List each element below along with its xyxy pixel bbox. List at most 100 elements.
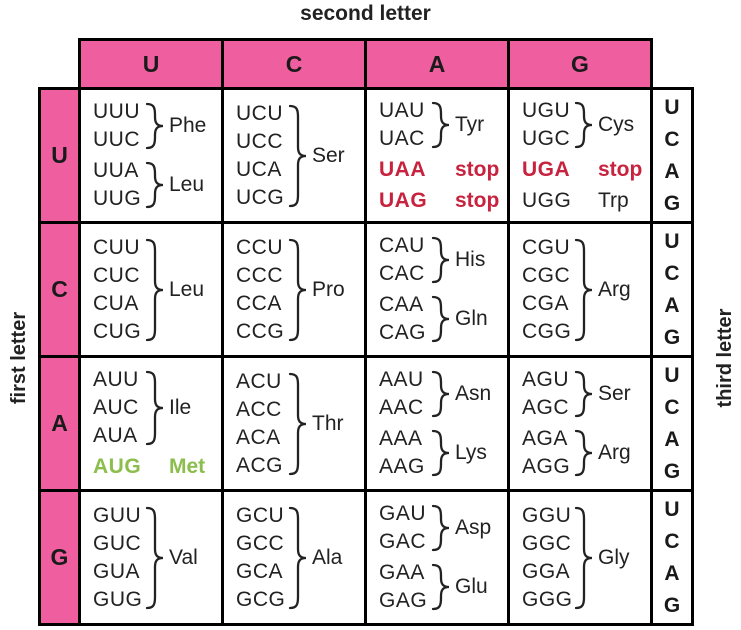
codon-CCA: CCA — [236, 291, 282, 315]
brace-icon — [288, 104, 307, 207]
codon-GCG: GCG — [236, 587, 286, 611]
amino-acid-label-stop: stop — [598, 157, 643, 181]
third-letter-A: A — [664, 561, 680, 585]
brace — [288, 104, 312, 208]
brace-icon — [431, 101, 450, 148]
codon-group: UGU UGC Cys — [522, 97, 650, 153]
codon-CUU: CUU — [93, 235, 140, 259]
amino-acid-label-Arg: Arg — [598, 441, 631, 464]
codon-UAA: UAA — [379, 157, 426, 181]
codon-UGC: UGC — [522, 126, 571, 150]
codon-GAA: GAA — [379, 561, 425, 584]
codon-list: UUA UUG — [93, 157, 145, 213]
codon-cell-GA: GAU GAC Asp GAA GAG Glu — [367, 492, 507, 623]
codon-group: AGA AGG Arg — [522, 425, 650, 481]
brace-icon — [288, 372, 307, 475]
codon-GGC: GGC — [522, 531, 572, 555]
codon-AAC: AAC — [379, 396, 424, 419]
codon-list: UGU UGC — [522, 97, 574, 153]
codon-cell-UA: UAU UAC Tyr UAA stop UAG stop — [367, 90, 507, 221]
codon-GGG: GGG — [522, 587, 573, 611]
codon-list: ACU ACC ACA ACG — [236, 368, 288, 480]
codon-group: AUU AUC AUA Ile — [93, 366, 221, 450]
third-letter-G: G — [663, 593, 681, 617]
amino-acid-label-Ile: Ile — [169, 396, 192, 419]
codon-ACU: ACU — [236, 369, 282, 393]
third-letter-U: U — [664, 363, 680, 387]
codon-AUC: AUC — [93, 396, 139, 419]
amino-acid-label-Tyr: Tyr — [455, 112, 485, 136]
second-letter-C: C — [224, 41, 364, 87]
codon-ACG: ACG — [236, 453, 284, 477]
codon-GUG: GUG — [93, 587, 143, 611]
brace-icon — [431, 429, 450, 477]
brace-icon — [431, 563, 450, 611]
codon-ACC: ACC — [236, 397, 282, 421]
brace — [431, 429, 455, 477]
brace — [431, 563, 455, 611]
codon-AAA: AAA — [379, 427, 423, 450]
codon-group: UAG stop — [379, 187, 507, 215]
amino-acid-label-Leu: Leu — [169, 277, 205, 301]
codon-GUA: GUA — [93, 559, 141, 583]
amino-acid-label-Gly: Gly — [598, 545, 630, 569]
brace-icon — [574, 238, 593, 341]
codon-cell-AA: AAU AAC Asn AAA AAG Lys — [367, 358, 507, 489]
codon-list: UAG — [379, 187, 431, 215]
codon-group: GCU GCC GCA GCG Ala — [236, 502, 364, 614]
codon-CAU: CAU — [379, 234, 425, 257]
codon-group: GAU GAC Asp — [379, 500, 507, 556]
codon-CGU: CGU — [522, 235, 571, 259]
third-letter-U: U — [664, 95, 680, 119]
brace — [431, 504, 455, 552]
codon-group: CAU CAC His — [379, 232, 507, 288]
second-letter-G: G — [510, 41, 650, 87]
amino-acid-label-Ala: Ala — [312, 545, 343, 569]
codon-CCU: CCU — [236, 235, 283, 259]
codon-GUC: GUC — [93, 531, 142, 555]
first-letter-G: G — [41, 492, 78, 623]
codon-UUA: UUA — [93, 159, 139, 182]
third-letter-G: G — [663, 325, 681, 349]
brace — [431, 101, 455, 149]
brace-icon — [574, 429, 593, 477]
brace — [145, 238, 169, 342]
third-letter-C: C — [664, 127, 680, 151]
amino-acid-label-stop: stop — [455, 188, 500, 212]
third-letter-A: A — [664, 159, 680, 183]
codon-group: GUU GUC GUA GUG Val — [93, 502, 221, 614]
first-letter-U: U — [41, 90, 78, 221]
amino-acid-label-Thr: Thr — [312, 411, 344, 435]
amino-acid-label-Val: Val — [169, 545, 198, 569]
codon-CCC: CCC — [236, 263, 283, 287]
amino-acid-label-Ser: Ser — [598, 382, 631, 405]
brace — [145, 161, 169, 209]
codon-AAG: AAG — [379, 455, 425, 478]
codon-UGG: UGG — [522, 188, 572, 212]
codon-group: GGU GGC GGA GGG Gly — [522, 502, 650, 614]
codon-GCU: GCU — [236, 503, 285, 527]
third-letter-C: C — [664, 529, 680, 553]
codon-UAG: UAG — [379, 188, 428, 212]
codon-AGC: AGC — [522, 396, 570, 419]
codon-group: UCU UCC UCA UCG Ser — [236, 100, 364, 212]
amino-acid-label-Asp: Asp — [455, 516, 492, 539]
codon-cell-CU: CUU CUC CUA CUG Leu — [81, 224, 221, 355]
codon-list: GGU GGC GGA GGG — [522, 502, 574, 614]
codon-UGU: UGU — [522, 98, 571, 122]
codon-GAC: GAC — [379, 530, 427, 553]
second-letter-axis-label: second letter — [300, 2, 431, 25]
codon-group: CUU CUC CUA CUG Leu — [93, 234, 221, 346]
amino-acid-label-Ser: Ser — [312, 143, 345, 167]
codon-group: AGU AGC Ser — [522, 366, 650, 422]
codon-group: ACU ACC ACA ACG Thr — [236, 368, 364, 480]
codon-list: CCU CCC CCA CCG — [236, 234, 288, 346]
amino-acid-label-Asn: Asn — [455, 382, 492, 405]
codon-cell-GG: GGU GGC GGA GGG Gly — [510, 492, 650, 623]
brace-icon — [145, 238, 164, 341]
codon-group: AUG Met — [93, 453, 221, 481]
codon-group: UAU UAC Tyr — [379, 97, 507, 153]
codon-list: UGG — [522, 187, 574, 215]
